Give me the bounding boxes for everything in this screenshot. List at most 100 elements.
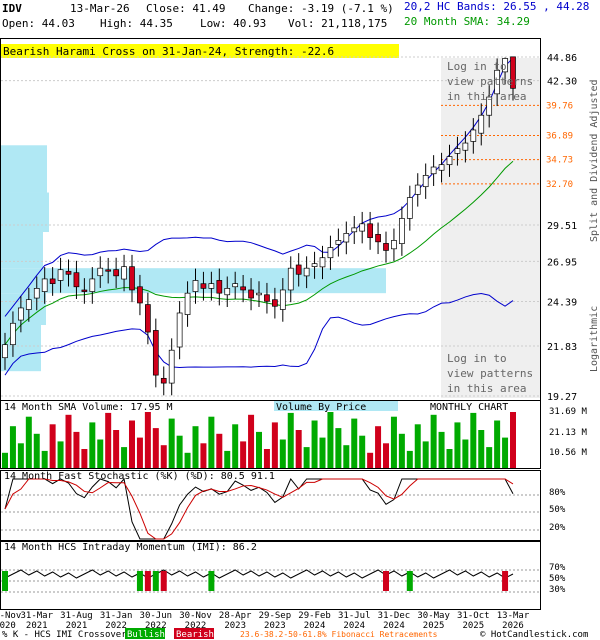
candle-body: [264, 294, 270, 302]
candle-body: [351, 227, 358, 233]
volume-bar: [17, 443, 24, 468]
volume-bar: [398, 433, 405, 468]
bands-legend: 20,2 HC Bands: 26.55 , 44.28: [404, 0, 589, 13]
candle-body: [319, 257, 326, 268]
imi-label: 14 Month HCS Intraday Momentum (IMI): 86…: [4, 542, 257, 553]
x-tick-year: 2023: [264, 621, 286, 631]
crossover-legend: % K - HCS IMI Crossover,: [2, 630, 132, 640]
candle-body: [406, 197, 413, 219]
volume-bar: [184, 452, 191, 468]
candle-body: [256, 292, 262, 296]
volume-value: Vol: 21,118,175: [288, 17, 387, 30]
imi-crossover-bar: [152, 571, 159, 591]
bullish-label: Bullish: [127, 630, 165, 640]
candle-body: [208, 283, 215, 289]
x-tick-month: 30-Nov: [0, 611, 21, 621]
imi-crossover-bar: [144, 571, 151, 591]
pattern-banner-bg: [1, 44, 399, 58]
candle-body: [303, 267, 310, 277]
high-value: High: 44.35: [100, 17, 173, 30]
candle-body: [430, 166, 437, 175]
fib-label: 32.70: [546, 180, 573, 190]
candle-body: [10, 322, 16, 346]
volume-bar: [208, 416, 215, 468]
vbp-bar: [1, 192, 49, 233]
price-tick: 21.83: [547, 342, 577, 353]
x-tick-year: 2023: [224, 621, 246, 631]
vbp-bar: [1, 145, 47, 193]
candle-body: [399, 218, 405, 244]
volume-bar: [478, 430, 485, 468]
svg-text:20%: 20%: [549, 523, 566, 533]
volume-bar: [279, 439, 286, 468]
x-tick-year: 2021: [26, 621, 48, 631]
candle-body: [478, 114, 485, 134]
candle-body: [33, 288, 40, 299]
volume-bar: [390, 416, 397, 468]
vbp-label: Volume By Price: [276, 402, 366, 413]
candle-body: [438, 164, 445, 171]
svg-text:view patterns: view patterns: [447, 75, 533, 88]
candle-body: [383, 243, 389, 251]
price-panel: Bearish Harami Cross on 31-Jan-24, Stren…: [0, 38, 600, 403]
fib-label: 36.89: [546, 131, 573, 141]
candle-body: [73, 272, 80, 288]
price-axis-labels: 44.86 42.30 29.51 26.95 24.39 21.83 19.27: [547, 53, 577, 403]
x-tick-year: 2024: [304, 621, 326, 631]
svg-text:in this area: in this area: [447, 382, 526, 395]
volume-bar: [25, 416, 32, 468]
candle-body: [121, 266, 127, 280]
footer: % K - HCS IMI Crossover, Bullish Bearish…: [2, 628, 588, 640]
svg-text:31.69 M: 31.69 M: [549, 407, 588, 417]
volume-bar: [295, 430, 302, 468]
chart-header: IDV 13-Mar-26 Close: 41.49 Change: -3.19…: [2, 0, 589, 30]
volume-bar: [414, 424, 421, 468]
x-tick-year: 2024: [343, 621, 365, 631]
volume-bar: [81, 449, 88, 468]
candle-body: [65, 270, 72, 275]
x-tick-month: 30-Jun: [140, 611, 173, 621]
stochastic-label: 14 Month Fast Stochastic (%K) (%D): 80.5…: [4, 471, 275, 482]
x-tick-year: 2022: [185, 621, 207, 631]
sma-line: [4, 160, 514, 345]
volume-label: 14 Month SMA Volume: 17.95 M: [4, 402, 173, 413]
candle-body: [216, 280, 223, 294]
candle-body: [41, 278, 48, 292]
svg-text:80%: 80%: [549, 488, 566, 498]
candle-body: [176, 312, 183, 348]
price-tick: 44.86: [547, 53, 577, 64]
candle-body: [160, 377, 167, 384]
close-value: Close: 41.49: [146, 2, 225, 15]
x-tick-month: 29-Sep: [259, 611, 292, 621]
candle-body: [18, 307, 24, 321]
price-gridlines: [1, 56, 540, 397]
candle-body: [335, 240, 342, 245]
stoch-d-line: [4, 478, 514, 540]
candle-body: [422, 174, 429, 188]
volume-bar: [406, 450, 413, 468]
volume-bar: [192, 426, 199, 468]
candle-body: [359, 223, 366, 232]
lower-band: [4, 293, 514, 376]
volume-axis-labels: 31.69 M 21.13 M 10.56 M: [549, 407, 588, 458]
volume-bar: [359, 435, 366, 468]
x-tick-month: 29-Feb: [298, 611, 331, 621]
candle-body: [152, 330, 159, 376]
volume-bar: [73, 431, 80, 468]
volume-bar: [2, 452, 8, 468]
volume-bar: [121, 447, 128, 468]
symbol: IDV: [2, 2, 22, 15]
candle-body: [200, 283, 207, 289]
imi-line: [4, 569, 514, 579]
x-tick-month: 30-Nov: [179, 611, 212, 621]
imi-crossover-bar: [383, 571, 389, 591]
volume-bar: [9, 426, 16, 468]
open-value: Open: 44.03: [2, 17, 75, 30]
volume-bar: [224, 450, 231, 468]
volume-bar: [152, 428, 159, 468]
x-axis-labels: 30-Nov202031-Mar202131-Aug202131-Jan2022…: [0, 611, 530, 631]
volume-bar: [256, 431, 262, 468]
hc-bands: [4, 57, 514, 376]
volume-bar: [430, 414, 437, 468]
candle-body: [486, 96, 493, 116]
